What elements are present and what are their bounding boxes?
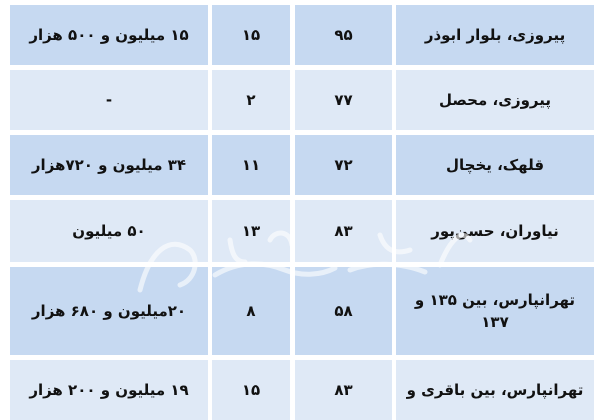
price-cell: ۵۰ میلیون (10, 200, 208, 262)
table-row: پیروزی، بلوار ابوذر ۹۵ ۱۵ ۱۵ میلیون و ۵۰۰ ه… (0, 5, 600, 65)
age-cell: ۲ (212, 70, 290, 130)
area-cell: ۷۷ (295, 70, 392, 130)
area-cell: ۷۲ (295, 135, 392, 195)
age-cell: ۸ (212, 267, 290, 355)
area-cell: ۸۳ (295, 360, 392, 420)
table-row: نیاوران، حسن‌پور ۸۳ ۱۳ ۵۰ میلیون (0, 200, 600, 262)
area-cell: ۸۳ (295, 200, 392, 262)
area-cell: ۹۵ (295, 5, 392, 65)
table-row: تهرانپارس، بین ۱۳۵ و ۱۳۷ ۵۸ ۸ ۲۰میلیون و ۶۸… (0, 267, 600, 355)
location-cell: قلهک، یخچال (396, 135, 594, 195)
age-cell: ۱۵ (212, 360, 290, 420)
age-cell: ۱۳ (212, 200, 290, 262)
table-row: تهرانپارس، بین باقری و ۸۳ ۱۵ ۱۹ میلیون و ۲۰… (0, 360, 600, 420)
location-cell: تهرانپارس، بین باقری و (396, 360, 594, 420)
age-cell: ۱۵ (212, 5, 290, 65)
location-cell: تهرانپارس، بین ۱۳۵ و ۱۳۷ (396, 267, 594, 355)
area-cell: ۵۸ (295, 267, 392, 355)
table-row: قلهک، یخچال ۷۲ ۱۱ ۳۴ میلیون و ۷۲۰هزار (0, 135, 600, 195)
price-cell: ۱۵ میلیون و ۵۰۰ هزار (10, 5, 208, 65)
table-row: پیروزی، محصل ۷۷ ۲- (0, 70, 600, 130)
location-cell: پیروزی، بلوار ابوذر (396, 5, 594, 65)
location-cell: پیروزی، محصل (396, 70, 594, 130)
listing-table: پیروزی، بلوار ابوذر ۹۵ ۱۵ ۱۵ میلیون و ۵۰۰ ه… (0, 5, 600, 420)
price-cell: ۱۹ میلیون و ۲۰۰ هزار (10, 360, 208, 420)
price-cell: ۲۰میلیون و ۶۸۰ هزار (10, 267, 208, 355)
location-cell: نیاوران، حسن‌پور (396, 200, 594, 262)
age-cell: ۱۱ (212, 135, 290, 195)
price-cell: - (10, 70, 208, 130)
price-cell: ۳۴ میلیون و ۷۲۰هزار (10, 135, 208, 195)
